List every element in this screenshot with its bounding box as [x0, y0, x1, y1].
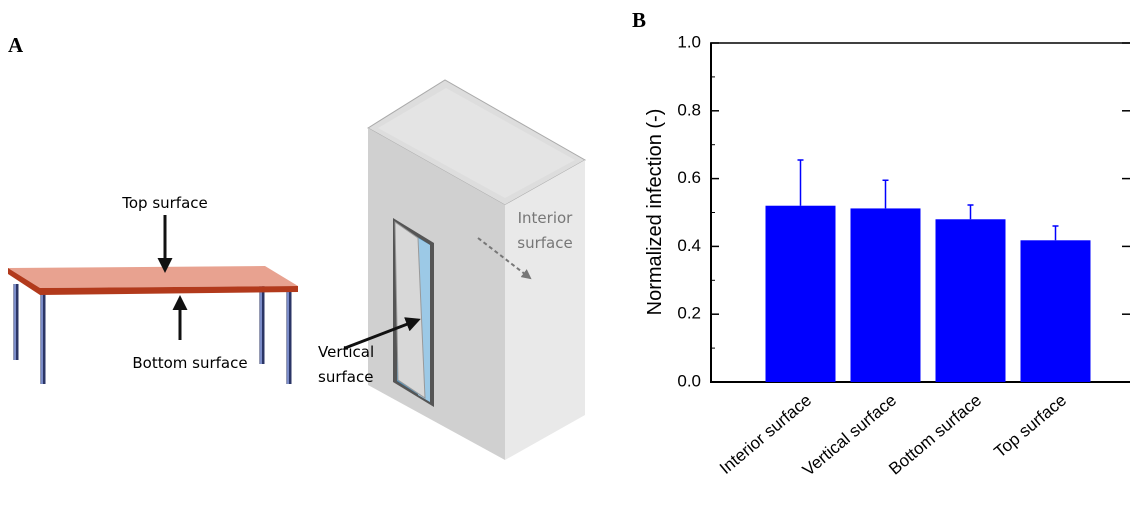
- panel-label: A: [8, 33, 24, 57]
- table-illustration: Top surface Bottom surface: [8, 194, 298, 384]
- bar: [1020, 240, 1091, 382]
- interior-surface-label: surface: [517, 234, 572, 252]
- bottom-surface-label: Bottom surface: [132, 354, 247, 372]
- x-tick-label: Top surface: [991, 391, 1071, 462]
- vertical-surface-label: surface: [318, 368, 373, 386]
- error-bar: [967, 204, 974, 220]
- y-tick-label: 0.4: [677, 236, 701, 255]
- bar: [935, 219, 1006, 382]
- error-bar: [882, 179, 889, 209]
- interior-surface-label: Interior: [518, 209, 574, 227]
- y-tick-label: 0.6: [677, 168, 701, 187]
- panel-label: B: [632, 8, 646, 32]
- error-bar: [797, 159, 804, 206]
- vertical-surface-label: Vertical: [318, 343, 374, 361]
- top-surface-label: Top surface: [121, 194, 208, 212]
- y-tick-label: 0.8: [677, 100, 701, 119]
- bar: [765, 205, 836, 382]
- y-axis-label: Normalized infection (-): [644, 109, 666, 316]
- x-tick-label: Bottom surface: [885, 391, 985, 479]
- box-illustration: Interior surface Vertical surface: [318, 79, 587, 460]
- y-tick-label: 0.2: [677, 304, 701, 323]
- y-tick-label: 0.0: [677, 371, 701, 390]
- error-bar: [1052, 225, 1059, 241]
- y-tick-label: 1.0: [677, 32, 701, 51]
- bar: [850, 208, 921, 382]
